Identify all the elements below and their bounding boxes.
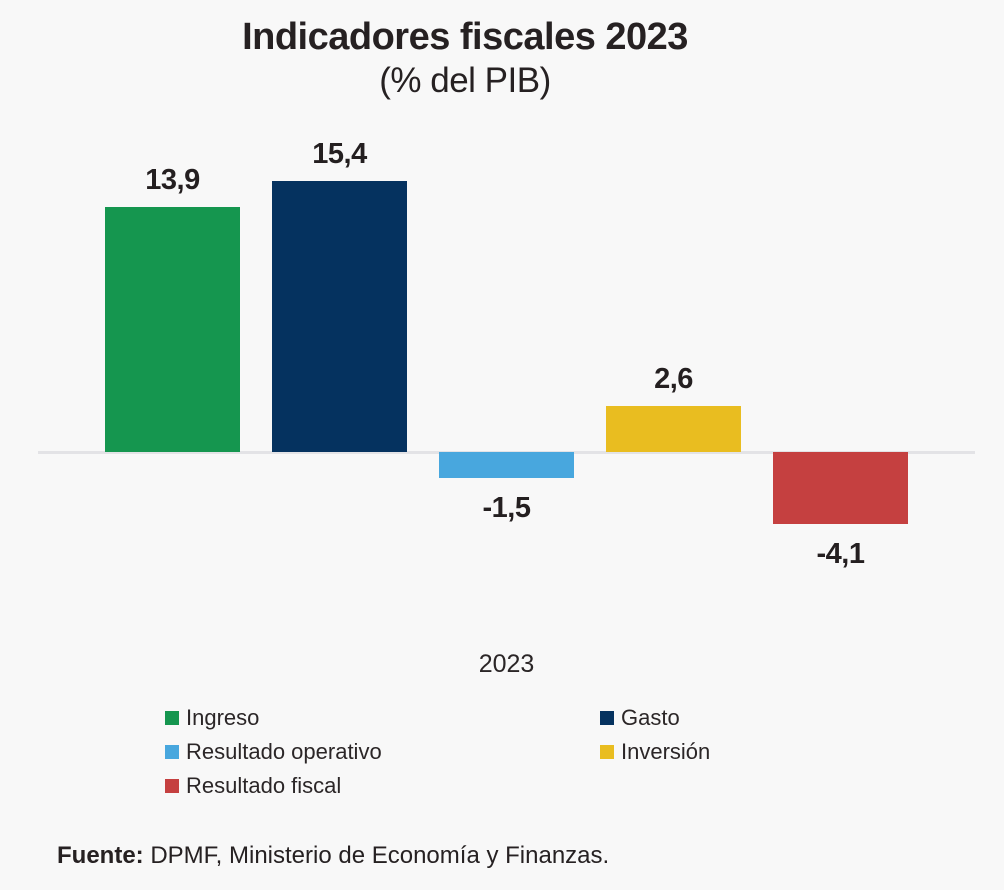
bar-value-label-inversion: 2,6 <box>654 363 693 395</box>
title-block: Indicadores fiscales 2023 (% del PIB) <box>0 14 930 102</box>
legend-label-ingreso: Ingreso <box>186 705 260 730</box>
legend-item-ingreso: Ingreso <box>165 705 600 731</box>
source-note: Fuente: DPMF, Ministerio de Economía y F… <box>57 842 609 870</box>
bar-value-label-gasto: 15,4 <box>312 138 367 170</box>
bar-value-label-resultado-operativo: -1,5 <box>482 492 531 524</box>
legend-item-resultado-operativo: Resultado operativo <box>165 739 600 765</box>
source-text: DPMF, Ministerio de Economía y Finanzas. <box>143 842 610 869</box>
bar-resultado-operativo <box>439 452 574 478</box>
bar-resultado-fiscal <box>773 452 908 524</box>
source-prefix: Fuente: <box>57 842 144 869</box>
bar-value-label-resultado-fiscal: -4,1 <box>816 538 865 570</box>
legend-item-resultado-fiscal: Resultado fiscal <box>165 773 600 799</box>
legend-label-resultado-fiscal: Resultado fiscal <box>186 773 342 798</box>
legend-swatch-gasto <box>600 711 614 725</box>
bar-ingreso <box>105 207 240 452</box>
legend-label-resultado-operativo: Resultado operativo <box>186 739 382 764</box>
legend-swatch-resultado-operativo <box>165 745 179 759</box>
chart-title: Indicadores fiscales 2023 <box>242 16 688 58</box>
legend: Ingreso Gasto Resultado operativo Invers… <box>165 701 710 803</box>
legend-swatch-resultado-fiscal <box>165 779 179 793</box>
legend-swatch-ingreso <box>165 711 179 725</box>
legend-label-gasto: Gasto <box>621 705 680 730</box>
x-axis-category-label: 2023 <box>478 650 535 678</box>
legend-item-inversion: Inversión <box>600 739 710 765</box>
chart-subtitle: (% del PIB) <box>379 61 551 100</box>
legend-item-gasto: Gasto <box>600 705 710 731</box>
bar-value-label-ingreso: 13,9 <box>145 164 200 196</box>
bar-gasto <box>272 181 407 452</box>
legend-swatch-inversion <box>600 745 614 759</box>
legend-label-inversion: Inversión <box>621 739 711 764</box>
bar-inversion <box>606 406 741 452</box>
